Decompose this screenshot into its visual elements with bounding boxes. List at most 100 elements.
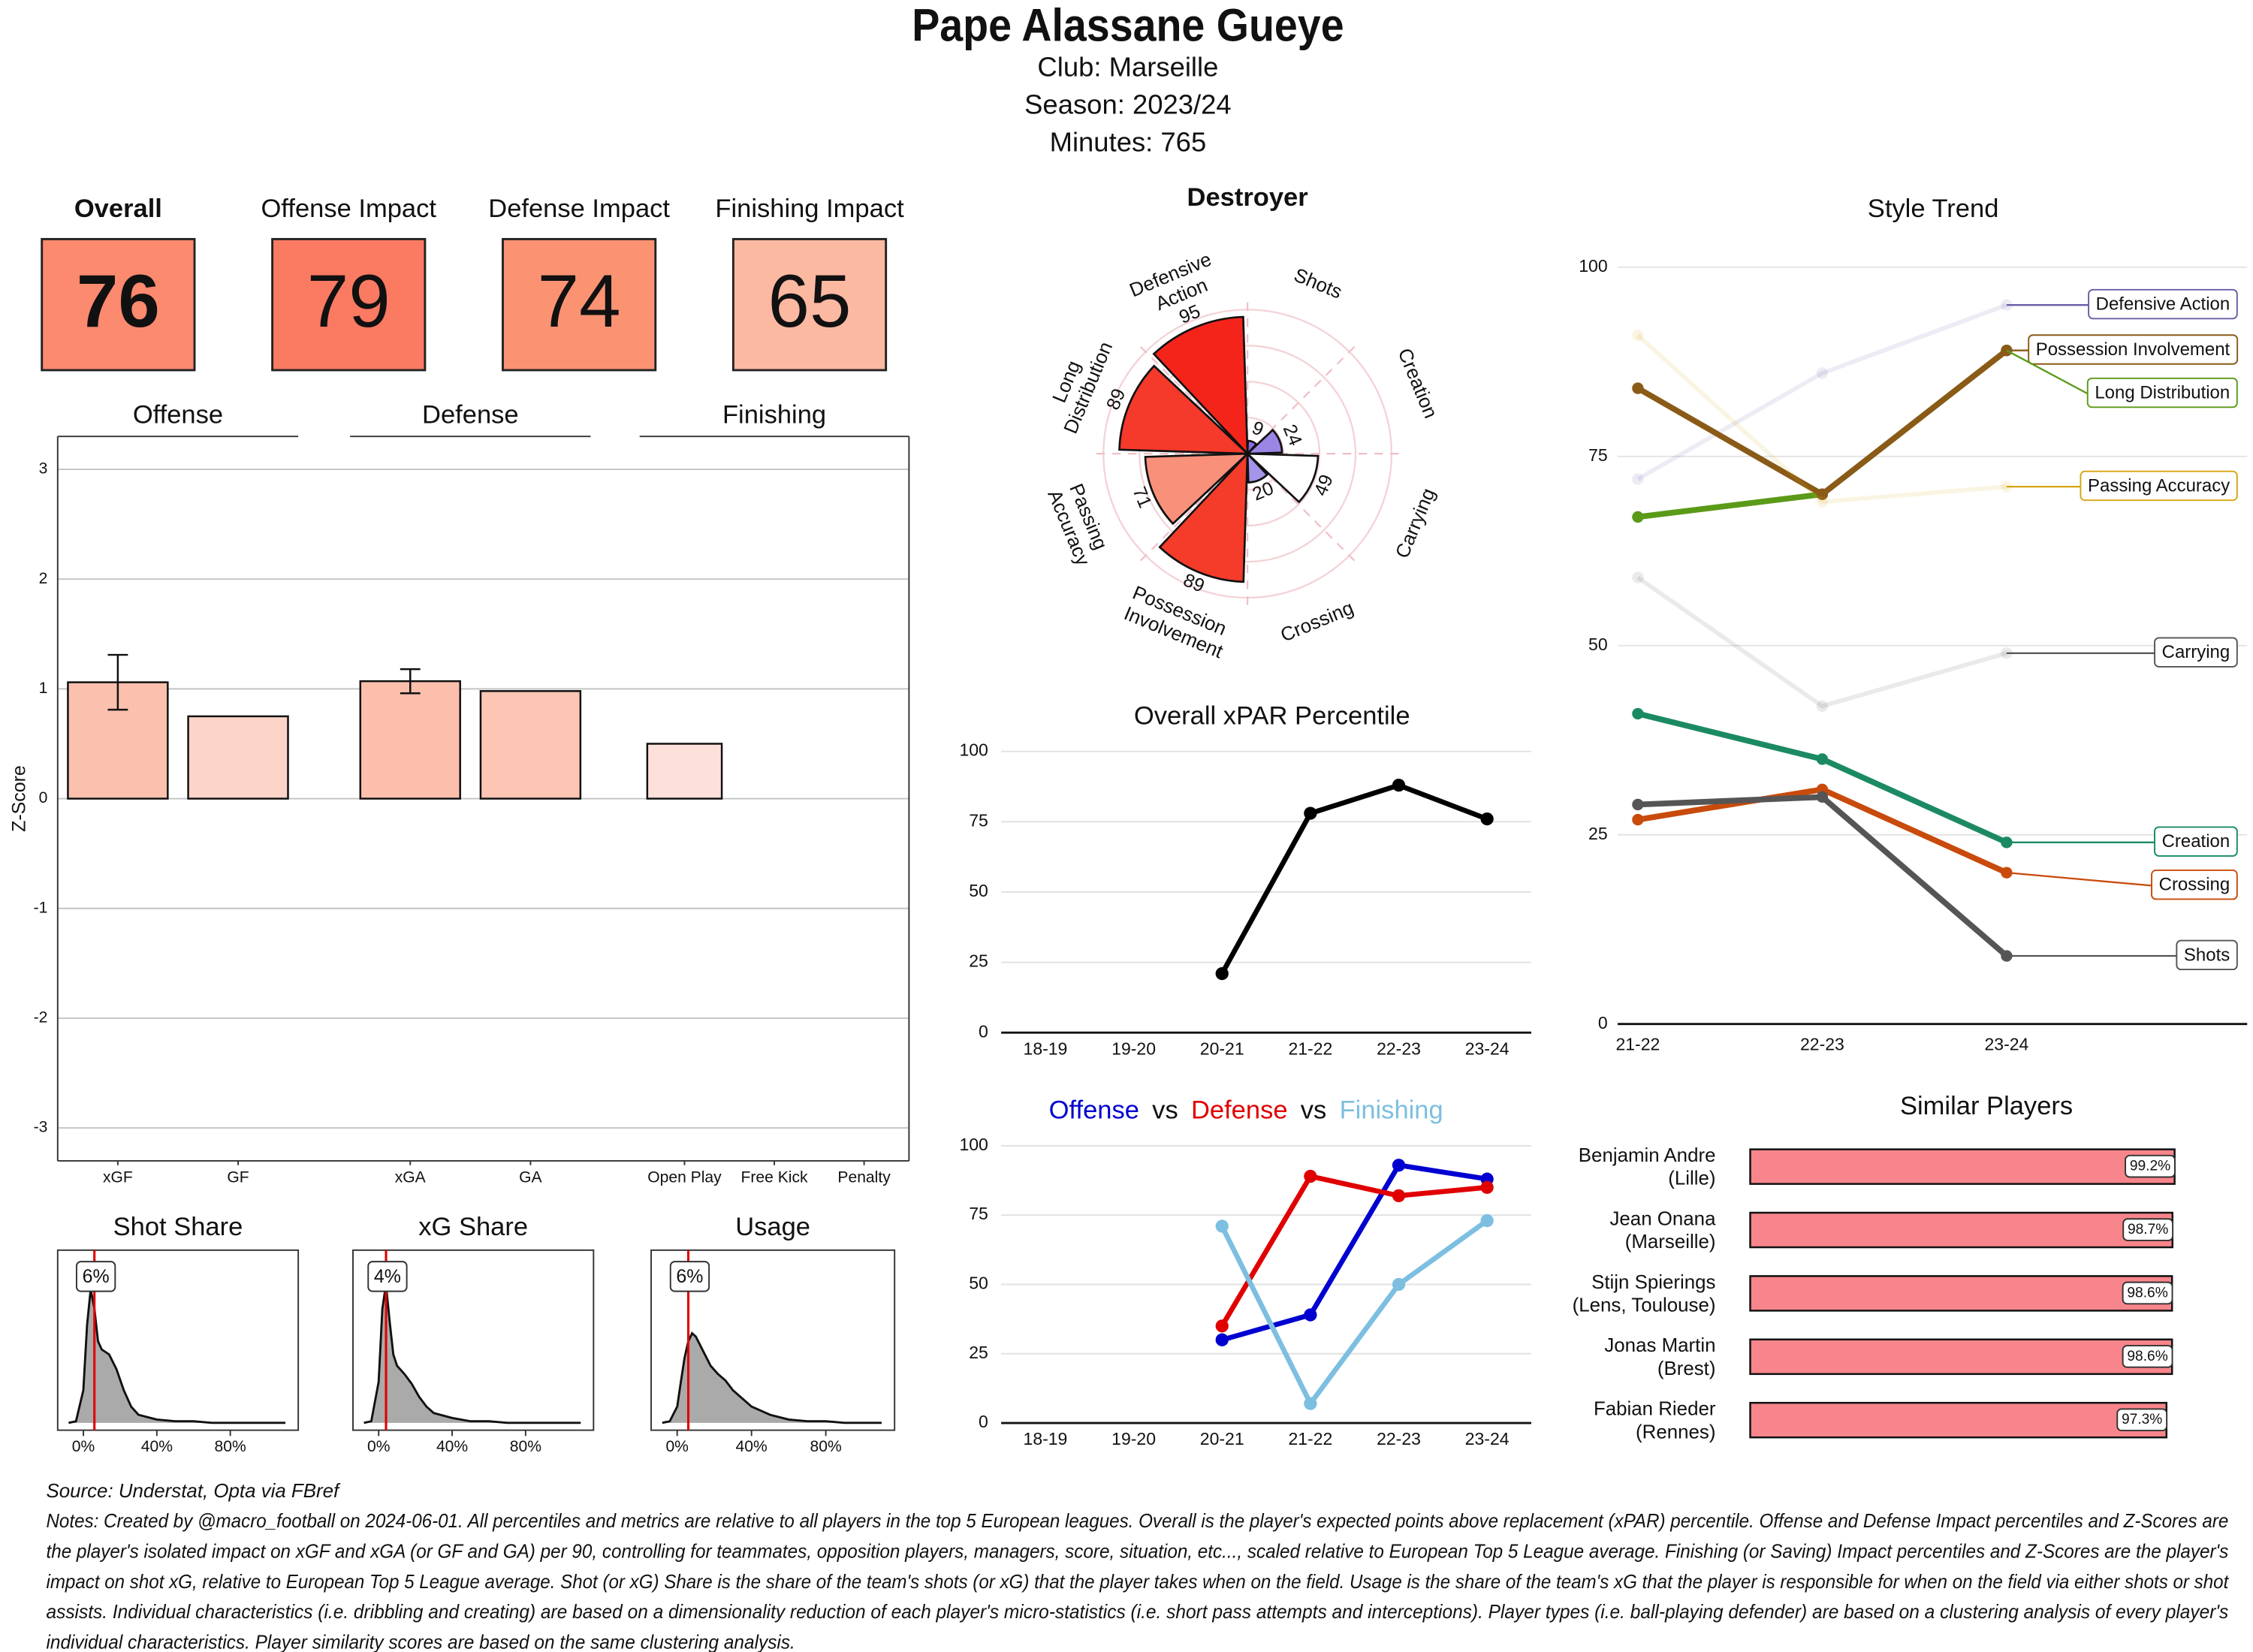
page-title: Pape Alassane Gueye — [912, 0, 1344, 52]
category-label: Jean Onana — [1609, 1208, 1716, 1229]
value-label: 98.6% — [2127, 1349, 2167, 1364]
x-tick-label: 80% — [215, 1438, 246, 1455]
x-tick-label: 21-22 — [1615, 1035, 1660, 1054]
y-tick-label: -2 — [34, 1008, 48, 1026]
polar-bar — [1246, 451, 1269, 484]
legend-entry: Finishing — [1340, 1096, 1443, 1125]
value-label-box — [2122, 1218, 2174, 1241]
polar-bar — [1144, 452, 1250, 526]
polar-category-label: Crossing — [1277, 598, 1356, 647]
point — [1304, 1397, 1317, 1410]
x-tick-label: xGA — [395, 1169, 427, 1186]
polar-value-label: 89 — [1102, 386, 1130, 413]
score-label: Finishing Impact — [715, 194, 904, 223]
value-label: 98.6% — [2127, 1285, 2167, 1301]
chart-title: Offense vs Defense vs Finishing — [1049, 1096, 1443, 1125]
x-tick-label: 0% — [72, 1438, 95, 1455]
bar — [1749, 1275, 2173, 1312]
point — [1392, 1189, 1406, 1202]
point — [1304, 1169, 1317, 1183]
y-tick-label: 50 — [1588, 635, 1608, 654]
bar — [1749, 1148, 2176, 1185]
legend-entry: Shots — [2184, 945, 2230, 965]
point — [1215, 1333, 1229, 1346]
marker-label: 4% — [374, 1266, 401, 1287]
notes-line: Notes: Created by @macro_football on 202… — [46, 1511, 2228, 1532]
point — [1392, 1159, 1406, 1172]
x-tick-label: 21-22 — [1288, 1429, 1332, 1449]
header-line: Club: Marseille — [1037, 52, 1218, 83]
chart-title: Style Trend — [1868, 194, 1999, 223]
marker-label-box — [75, 1261, 116, 1292]
marker-label-box — [367, 1261, 408, 1292]
bar — [1749, 1211, 2174, 1249]
series-line — [1220, 782, 1488, 975]
bar — [359, 680, 461, 800]
point — [1632, 511, 1644, 523]
marker-label-box — [669, 1261, 710, 1292]
point — [1632, 813, 1644, 826]
y-tick-label: 100 — [959, 1135, 988, 1154]
point — [1392, 1277, 1406, 1292]
polar-category-label: Passing Accuracy — [1043, 478, 1114, 568]
chart-title: Overall xPAR Percentile — [1134, 701, 1410, 730]
score-box — [731, 237, 888, 372]
value-label: 98.7% — [2128, 1222, 2168, 1237]
x-tick-label: 40% — [141, 1438, 173, 1455]
score-box — [271, 237, 427, 372]
category-sublabel: (Lille) — [1668, 1168, 1715, 1189]
chart-title: Destroyer — [1187, 183, 1308, 212]
point — [1632, 707, 1644, 720]
polar-ring — [1139, 345, 1357, 563]
y-tick-label: 25 — [1588, 824, 1608, 843]
bar — [187, 715, 289, 800]
polar-bar — [1152, 315, 1249, 457]
title-separator: vs — [1152, 1096, 1178, 1125]
point — [1304, 806, 1317, 820]
y-tick-label: -1 — [34, 899, 48, 916]
error-bar — [400, 668, 421, 695]
x-tick-label: 0% — [665, 1438, 688, 1455]
legend-box — [2080, 470, 2238, 502]
score-box — [41, 237, 196, 372]
x-tick-label: 22-23 — [1377, 1039, 1421, 1058]
y-tick-label: 50 — [969, 881, 988, 900]
score-value: 76 — [77, 260, 160, 343]
polar-category-label: Creation — [1394, 345, 1441, 421]
value-label-box — [2122, 1345, 2173, 1368]
point — [1215, 1219, 1229, 1233]
x-tick-label: 18-19 — [1024, 1039, 1068, 1058]
score-label: Defense Impact — [488, 194, 670, 223]
marker-label: 6% — [676, 1266, 703, 1287]
density-line — [662, 1331, 882, 1424]
x-tick-label: 23-24 — [1985, 1035, 2029, 1054]
density-area — [68, 1289, 286, 1423]
series-line — [1221, 1162, 1488, 1343]
y-axis-label: Z-Score — [9, 765, 30, 832]
density-line — [363, 1284, 581, 1424]
legend-leader — [2006, 872, 2152, 887]
panel-title: xG Share — [418, 1213, 528, 1241]
panel-title: Finishing — [722, 400, 826, 429]
density-area — [662, 1333, 882, 1423]
panel-frame — [56, 1249, 300, 1431]
y-tick-label: 75 — [1588, 445, 1608, 465]
y-tick-label: 25 — [969, 951, 988, 971]
value-label-box — [2116, 1408, 2168, 1432]
x-tick-label: 23-24 — [1465, 1039, 1510, 1058]
series-line — [1636, 710, 2008, 846]
category-label: Stijn Spierings — [1591, 1272, 1715, 1293]
series-line — [1636, 333, 2007, 505]
density-area — [363, 1284, 581, 1423]
legend-box — [2154, 826, 2238, 857]
bar — [1749, 1401, 2168, 1439]
y-tick-label: 75 — [969, 1204, 988, 1223]
polar-bar — [1118, 364, 1250, 455]
point — [1816, 791, 1829, 803]
category-sublabel: (Marseille) — [1625, 1231, 1716, 1253]
panel-title: Offense — [133, 400, 223, 429]
series-line — [1637, 794, 2009, 958]
y-tick-label: 100 — [1579, 256, 1607, 276]
value-label-box — [2125, 1154, 2176, 1178]
polar-category-label: Carrying — [1392, 485, 1439, 561]
